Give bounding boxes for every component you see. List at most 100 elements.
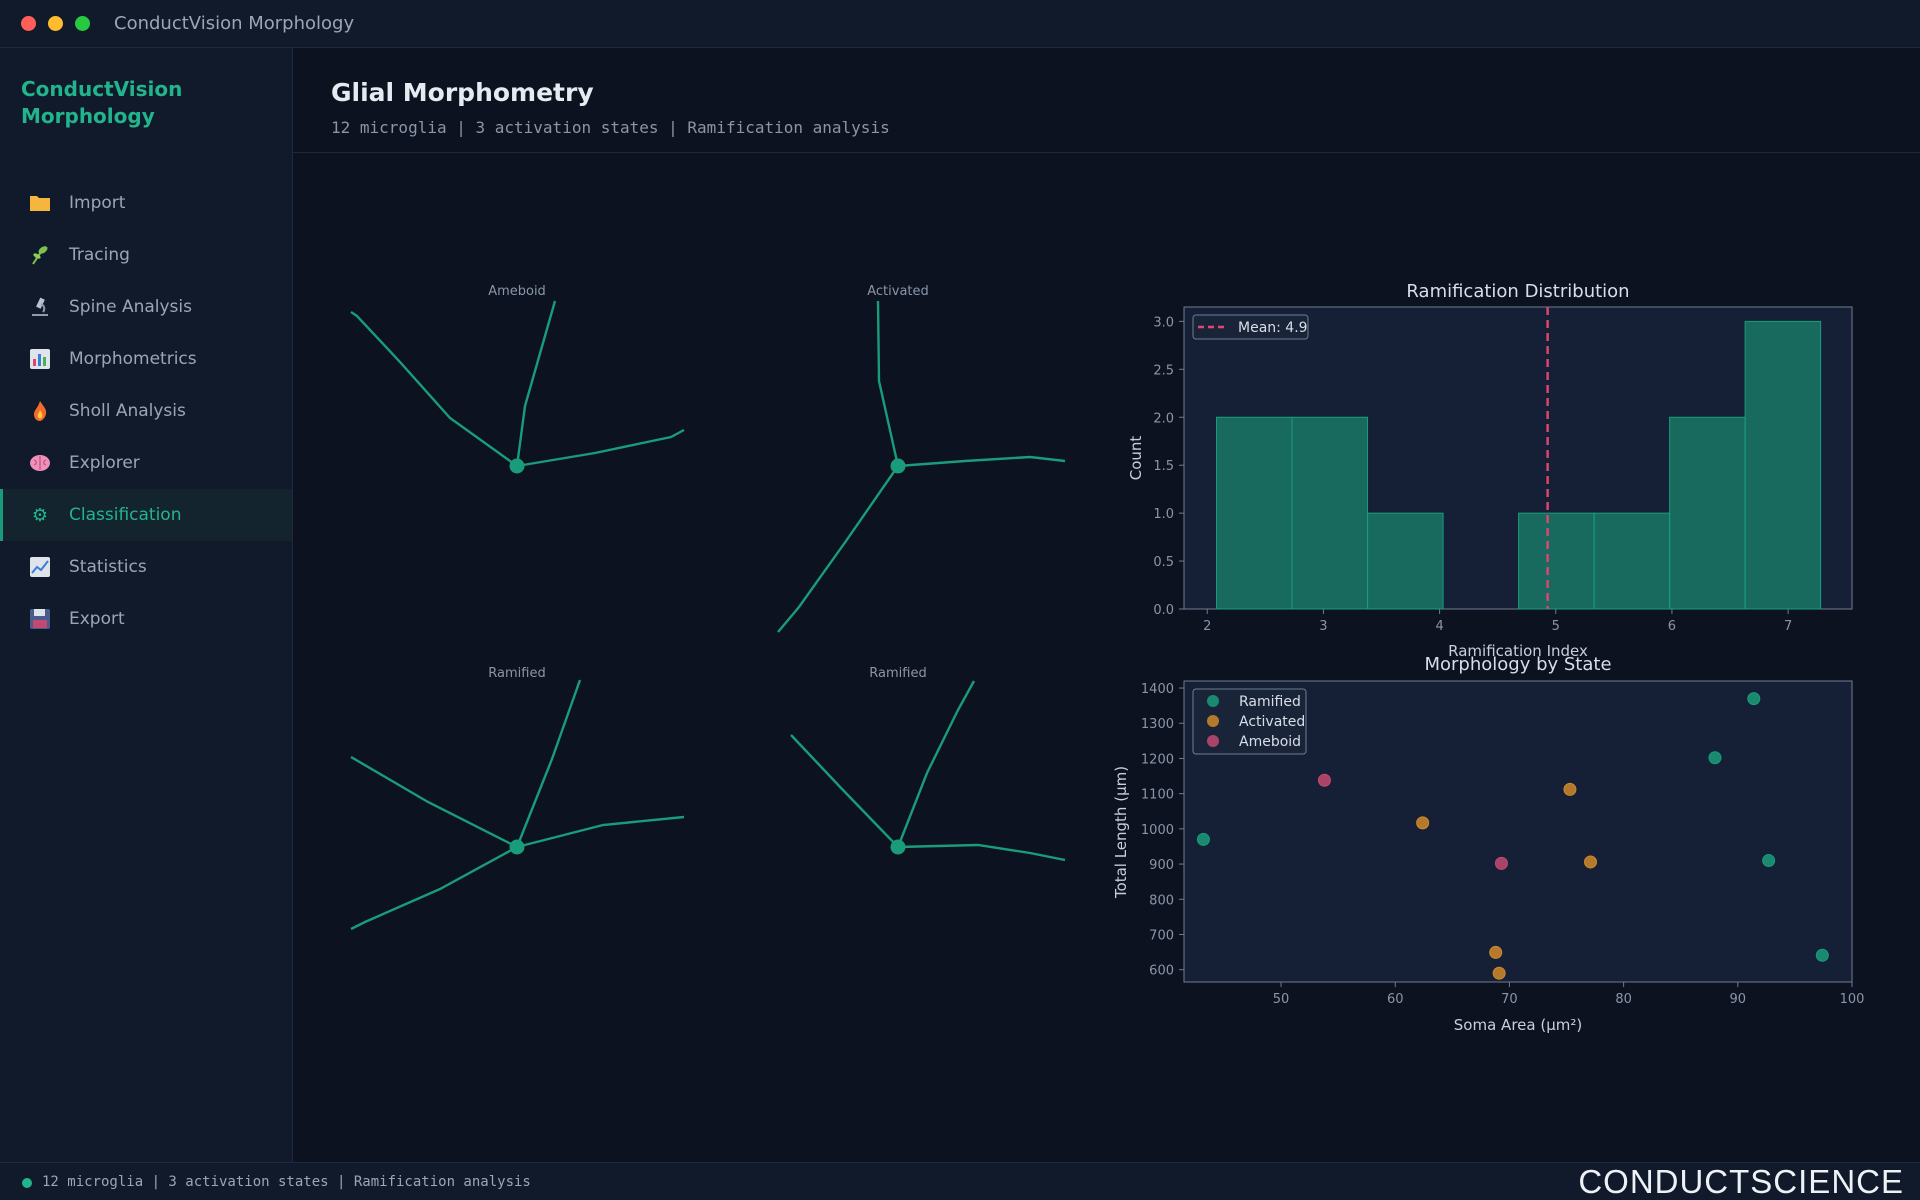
cell-panel-ramified-2: Ramified [790,666,1066,862]
sidebar-item-tracing[interactable]: Tracing [0,229,292,281]
x-tick-label: 60 [1387,992,1404,1007]
y-tick-label: 1100 [1141,788,1174,803]
y-tick-label: 2.5 [1153,363,1174,378]
x-tick-label: 5 [1552,619,1560,634]
cell-panel-activated: Activated [777,284,1066,633]
cell-label: Ramified [869,666,926,681]
brain-icon [28,451,52,475]
y-tick-label: 3.0 [1153,315,1174,330]
scatter-point-ramified [1747,692,1761,706]
y-tick-label: 700 [1149,928,1174,943]
sidebar-item-explorer[interactable]: Explorer [0,437,292,489]
app-brand: ConductVision Morphology [21,77,183,128]
sidebar-item-label: Classification [69,505,182,525]
histogram-title: Ramification Distribution [1406,281,1629,302]
scatter-point-activated [1492,966,1506,980]
legend-swatch-activated [1207,715,1219,727]
y-tick-label: 1400 [1141,682,1174,697]
histogram-chart: Ramification Distribution Ramification I… [1127,281,1853,660]
status-indicator-icon [22,1178,32,1188]
sidebar: ConductVision Morphology Import Tracing … [0,48,293,1162]
scatter-point-activated [1563,782,1577,796]
sidebar-item-label: Import [69,193,126,213]
x-tick-label: 4 [1435,619,1443,634]
title-bar: ConductVision Morphology [0,0,1920,48]
histogram-bar [1518,512,1595,610]
histogram-bar [1669,416,1746,610]
status-text: 12 microglia | 3 activation states | Ram… [42,1174,531,1190]
legend-label-activated: Activated [1239,714,1305,730]
sidebar-item-classification[interactable]: ⚙ Classification [0,489,292,541]
cell-soma [890,458,906,474]
window-controls [21,16,90,31]
scatter-point-activated [1416,816,1430,830]
histogram-legend: Mean: 4.9 [1192,314,1309,340]
cell-panel-ameboid: Ameboid [350,284,685,474]
x-tick-label: 50 [1273,992,1290,1007]
histogram-bar [1367,512,1444,610]
histogram-bar [1744,320,1822,610]
sidebar-item-sholl-analysis[interactable]: Sholl Analysis [0,385,292,437]
histogram-legend-box [1192,314,1309,340]
sidebar-item-label: Explorer [69,453,140,473]
legend-label-ameboid: Ameboid [1239,734,1301,750]
scatter-point-ramified [1196,832,1210,846]
cell-processes [790,680,1066,862]
sidebar-item-statistics[interactable]: Statistics [0,541,292,593]
sidebar-item-import[interactable]: Import [0,177,292,229]
scatter-point-activated [1489,945,1503,959]
sidebar-item-label: Spine Analysis [69,297,192,317]
scatter-point-ramified [1815,948,1829,962]
sidebar-item-label: Sholl Analysis [69,401,186,421]
y-tick-label: 0.5 [1153,555,1174,570]
conductscience-logo: CONDUCTSCIENCE [1578,1163,1904,1200]
y-tick-label: 600 [1149,964,1174,979]
sidebar-item-label: Morphometrics [69,349,197,369]
floppy-icon [28,607,52,631]
status-bar: 12 microglia | 3 activation states | Ram… [0,1162,1920,1200]
x-tick-label: 90 [1730,992,1747,1007]
figure-canvas: Ameboid Activated Ramified Ramified [350,281,1865,1034]
line-chart-icon [28,555,52,579]
minimize-window-button[interactable] [48,16,63,31]
maximize-window-button[interactable] [75,16,90,31]
scatter-legend-box [1192,688,1307,755]
sidebar-item-morphometrics[interactable]: Morphometrics [0,333,292,385]
x-tick-label: 2 [1203,619,1211,634]
gear-icon: ⚙ [31,504,49,526]
bar-chart-icon [28,347,52,371]
y-tick-label: 1.0 [1153,507,1174,522]
y-tick-label: 900 [1149,858,1174,873]
y-tick-label: 2.0 [1153,411,1174,426]
page-subtitle: 12 microglia | 3 activation states | Ram… [331,118,890,137]
x-tick-label: 70 [1501,992,1518,1007]
scatter-point-ramified [1708,751,1722,765]
scatter-point-activated [1584,855,1598,869]
sidebar-item-export[interactable]: Export [0,593,292,645]
sidebar-item-label: Tracing [69,245,130,265]
scatter-point-ameboid [1317,773,1331,787]
close-window-button[interactable] [21,16,36,31]
scatter-legend: Ramified Activated Ameboid [1192,688,1307,755]
histogram-bar [1593,512,1671,610]
histogram-bar [1216,416,1293,610]
y-tick-label: 800 [1149,893,1174,908]
cell-soma [890,839,906,855]
y-tick-label: 1.5 [1153,459,1174,474]
cell-processes [777,300,1066,633]
scatter-xlabel: Soma Area (µm²) [1454,1016,1582,1034]
cell-label: Activated [867,284,929,299]
x-tick-label: 7 [1784,619,1792,634]
scatter-ylabel: Total Length (µm) [1112,766,1130,899]
legend-swatch-ramified [1207,695,1219,707]
herb-icon [28,243,52,267]
scatter-point-ameboid [1494,856,1508,870]
cell-processes [350,679,685,931]
legend-label-ramified: Ramified [1239,694,1301,710]
sidebar-item-spine-analysis[interactable]: Spine Analysis [0,281,292,333]
x-tick-label: 100 [1840,992,1865,1007]
window-title: ConductVision Morphology [114,13,355,34]
cell-soma [509,839,525,855]
fire-icon [28,399,52,423]
histogram-bar [1291,416,1369,610]
